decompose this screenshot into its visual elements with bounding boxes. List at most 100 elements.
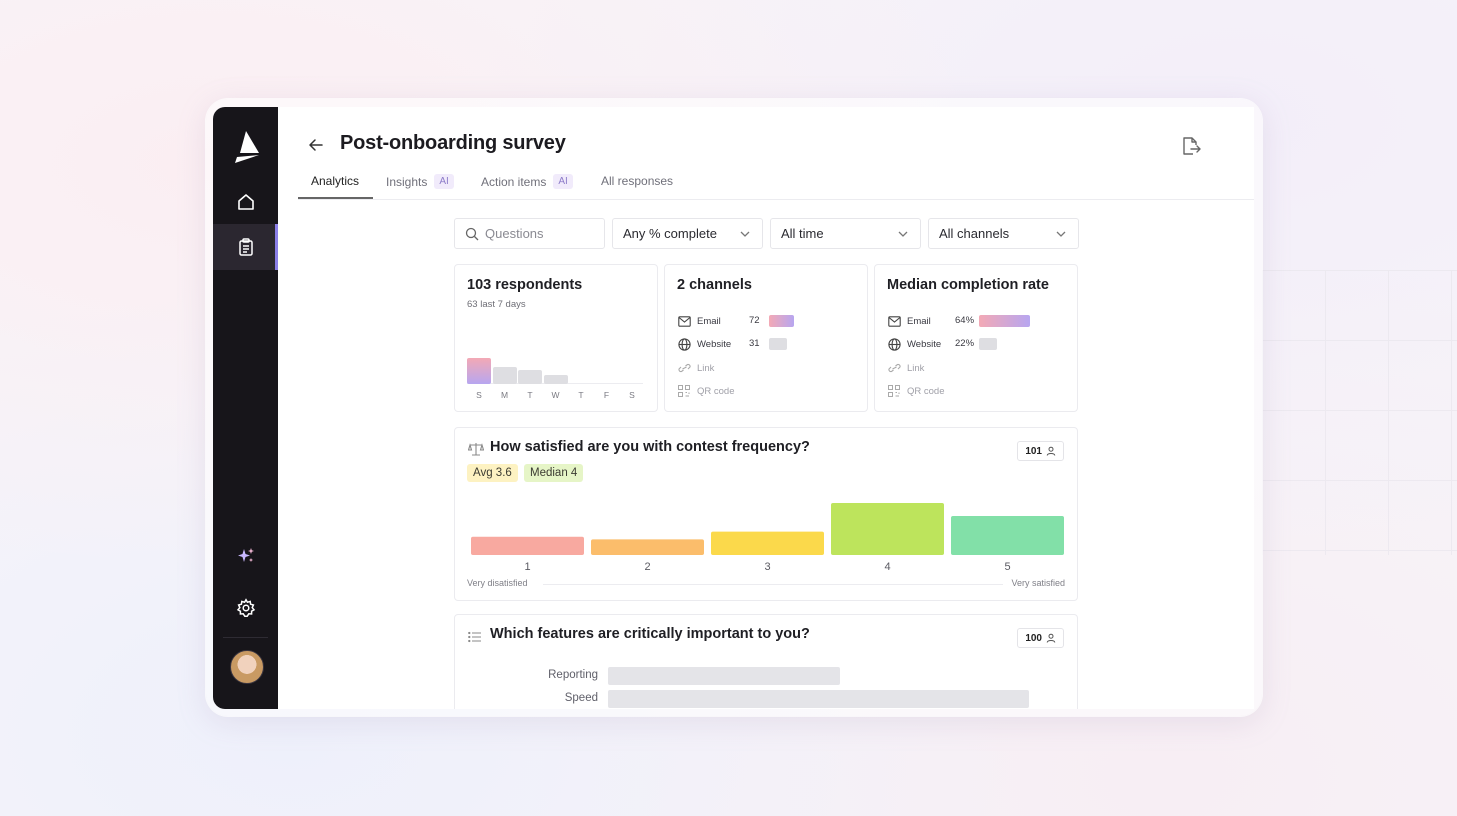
channels-card: 2 channels Email 72 Website 31 Link QR code [664, 264, 868, 412]
bar-category-label: 1 [524, 561, 530, 573]
export-icon[interactable] [1180, 135, 1202, 162]
page-title: Post-onboarding survey [340, 132, 566, 154]
globe-icon [887, 337, 901, 351]
channels-filter-value: All channels [939, 226, 1010, 241]
questions-search-input[interactable]: Questions [454, 218, 605, 249]
tab-insights-label: Insights [386, 174, 428, 189]
satisfaction-bar-1[interactable] [471, 536, 584, 555]
completion-filter-value: Any % complete [623, 226, 717, 241]
channel-name: Link [697, 362, 715, 374]
bar-category-label: 2 [644, 561, 650, 573]
day-label: S [629, 390, 635, 400]
channel-value: 64% [955, 315, 975, 326]
response-count: 100 [1025, 632, 1042, 644]
search-placeholder: Questions [485, 226, 544, 241]
channel-name: Email [907, 315, 931, 327]
back-arrow-icon[interactable] [306, 135, 326, 155]
channel-name: QR code [697, 385, 735, 397]
channel-name: Website [697, 338, 732, 350]
channel-row-qr-code: QR code [677, 384, 735, 398]
day-label: F [603, 390, 610, 400]
median-badge: Median 4 [524, 464, 584, 482]
channel-row-website: Website [677, 337, 731, 351]
user-icon [1046, 446, 1056, 456]
home-icon[interactable] [213, 179, 278, 225]
tab-all-responses[interactable]: All responses [601, 174, 673, 188]
channel-name: QR code [907, 385, 945, 397]
channel-share-bar [979, 338, 997, 350]
user-icon [1046, 633, 1056, 643]
time-filter-select[interactable]: All time [770, 218, 921, 249]
tab-action-items[interactable]: Action items AI [481, 174, 573, 189]
day-label: T [578, 390, 584, 400]
qr-code-icon [887, 384, 901, 398]
day-label: M [500, 390, 509, 400]
satisfaction-bar-3[interactable] [711, 531, 824, 555]
day-label: S [476, 390, 482, 400]
channel-row-website: Website [887, 337, 941, 351]
sparkle-ai-icon[interactable] [213, 533, 278, 579]
day-bar [543, 375, 568, 384]
chevron-down-icon [740, 231, 750, 237]
channel-row-email: Email [677, 314, 721, 328]
day-bar [492, 367, 517, 384]
channel-value: 31 [749, 338, 760, 349]
sidebar-divider [223, 637, 268, 638]
question-title: How satisfied are you with contest frequ… [490, 439, 810, 455]
main-content: Post-onboarding survey Analytics Insight… [278, 107, 1254, 709]
channel-name: Website [907, 338, 942, 350]
response-count: 101 [1025, 445, 1042, 457]
question-satisfaction-card: How satisfied are you with contest frequ… [454, 427, 1078, 601]
respondents-recent: 63 last 7 days [467, 299, 526, 310]
tab-insights[interactable]: Insights AI [386, 174, 454, 189]
scale-low-label: Very disatisfied [467, 578, 528, 588]
completion-card: Median completion rate Email 64% Website 22… [874, 264, 1078, 412]
feature-label: Reporting [548, 669, 598, 681]
day-label: W [551, 390, 560, 400]
respondents-card: 103 respondents 63 last 7 days S M T W T F S [454, 264, 658, 412]
scale-line [543, 584, 1003, 585]
response-count-badge[interactable]: 101 [1017, 441, 1064, 461]
link-icon [677, 361, 691, 375]
ai-badge: AI [434, 174, 454, 189]
search-icon [465, 227, 479, 240]
feature-bar[interactable] [608, 690, 1029, 708]
tab-action-items-label: Action items [481, 174, 547, 189]
scale-high-label: Very satisfied [1011, 578, 1065, 588]
channel-share-bar [769, 315, 795, 327]
email-icon [887, 314, 901, 328]
bar-category-label: 3 [764, 561, 770, 573]
logo-icon[interactable] [213, 123, 278, 169]
day-bar [518, 370, 542, 384]
chevron-down-icon [898, 231, 908, 237]
channels-count: 2 channels [677, 277, 752, 293]
ai-badge: AI [553, 174, 573, 189]
feature-bar[interactable] [608, 667, 840, 685]
satisfaction-bar-5[interactable] [951, 516, 1064, 555]
tab-bar: Analytics Insights AI Action items AI Al… [298, 169, 1254, 200]
satisfaction-bar-4[interactable] [831, 503, 944, 555]
respondents-count: 103 respondents [467, 277, 583, 293]
tab-analytics[interactable]: Analytics [311, 174, 359, 188]
background-grid [1262, 270, 1457, 555]
satisfaction-bar-chart: 1 2 3 4 5 [471, 503, 1064, 573]
satisfaction-bar-2[interactable] [591, 539, 704, 555]
channels-filter-select[interactable]: All channels [928, 218, 1079, 249]
response-count-badge[interactable]: 100 [1017, 628, 1064, 648]
active-tab-indicator [298, 197, 373, 199]
settings-gear-icon[interactable] [213, 585, 278, 631]
qr-code-icon [677, 384, 691, 398]
email-icon [677, 314, 691, 328]
channel-row-link: Link [677, 361, 714, 375]
tab-all-responses-label: All responses [601, 174, 674, 188]
question-title: Which features are critically important … [490, 626, 810, 642]
channel-row-link: Link [887, 361, 924, 375]
surveys-clipboard-icon[interactable] [213, 224, 278, 270]
time-filter-value: All time [781, 226, 824, 241]
bar-category-label: 5 [1004, 561, 1010, 573]
tab-analytics-label: Analytics [311, 174, 360, 188]
channel-name: Link [907, 362, 925, 374]
completion-title: Median completion rate [887, 277, 1049, 293]
completion-filter-select[interactable]: Any % complete [612, 218, 763, 249]
user-avatar[interactable] [230, 650, 264, 684]
